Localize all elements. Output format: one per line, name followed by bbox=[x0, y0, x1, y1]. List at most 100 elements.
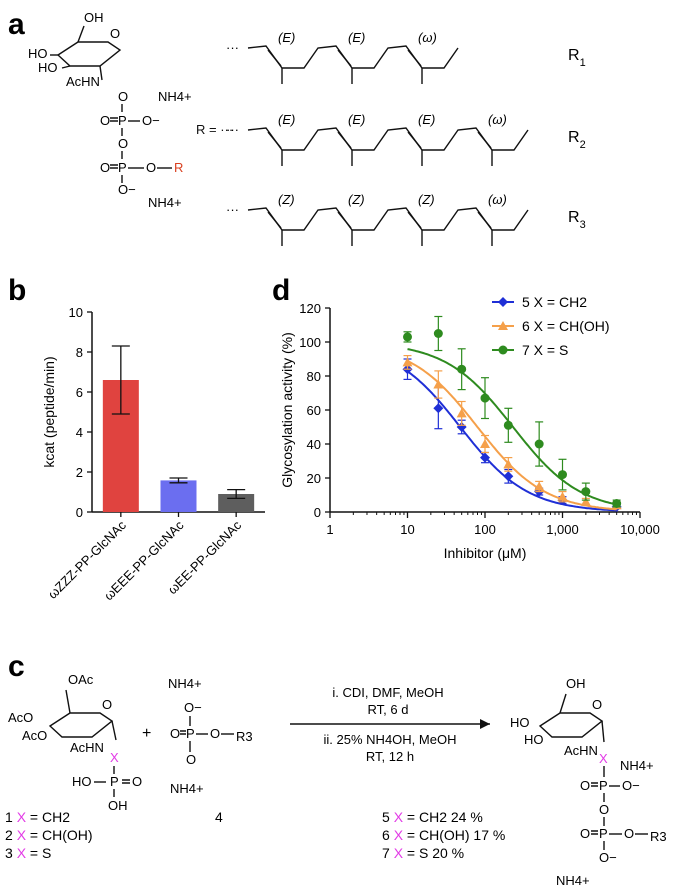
reactant2-o-r: O bbox=[210, 726, 220, 741]
double-bond bbox=[337, 49, 352, 67]
stereo-label: (Z) bbox=[348, 192, 365, 207]
data-point bbox=[457, 364, 467, 374]
product-achn: AcHN bbox=[564, 743, 598, 758]
reactant2-o-eq: O bbox=[170, 726, 180, 741]
double-bond bbox=[337, 131, 352, 149]
y-tick-label: 120 bbox=[299, 301, 321, 316]
panel-a-letter: a bbox=[8, 8, 25, 41]
series-6 bbox=[402, 355, 622, 511]
panel-a: a OH HO HO O AcHN O O P O− O O bbox=[8, 8, 586, 246]
product-6: 6 X = CH(OH) 17 % bbox=[382, 827, 505, 843]
donor-ring-o: O bbox=[110, 26, 120, 41]
product-nh4-top: NH4+ bbox=[620, 758, 654, 773]
series-7 bbox=[403, 315, 622, 508]
data-point bbox=[480, 439, 490, 448]
reagent-line-1: i. CDI, DMF, MeOH bbox=[332, 685, 443, 700]
data-point bbox=[503, 459, 514, 469]
chain-prefix: ··· bbox=[226, 202, 239, 217]
y-tick-label: 40 bbox=[307, 437, 321, 452]
donor-r-label: R bbox=[174, 160, 183, 175]
donor-sugar-ring: OH HO HO O AcHN bbox=[28, 10, 122, 89]
reactant2-o-bottom: O bbox=[186, 752, 196, 767]
polyprenyl-chains: ··· (E) (E) (ω) R1 ··· (E) (E) (E) (ω) R2 ··· (Z) (Z)… bbox=[196, 30, 586, 246]
p1-eq-o: O bbox=[100, 113, 110, 128]
stereo-label: (Z) bbox=[418, 192, 435, 207]
stereo-label: (Z) bbox=[278, 192, 295, 207]
product-x: X bbox=[599, 751, 608, 766]
reactant-1: OAc O AcO AcO AcHN X P HO O OH bbox=[8, 672, 142, 813]
chain-backbone bbox=[247, 207, 529, 231]
reactant1-ho: HO bbox=[72, 774, 92, 789]
y-tick-label: 80 bbox=[307, 369, 321, 384]
stereo-label: (E) bbox=[418, 112, 435, 127]
donor-nh4-bottom: NH4+ bbox=[148, 195, 182, 210]
y-tick-label: 6 bbox=[76, 385, 83, 400]
x-tick-label: 1 bbox=[326, 522, 333, 537]
chain-name-label: R3 bbox=[568, 209, 586, 231]
donor-nh4-top: NH4+ bbox=[158, 89, 192, 104]
panel-d-letter: d bbox=[272, 274, 290, 307]
stereo-label: (ω) bbox=[488, 192, 507, 207]
reaction-arrow: i. CDI, DMF, MeOH RT, 6 d ii. 25% NH4OH,… bbox=[290, 685, 490, 764]
reactant-2: NH4+ O− O P O R3 O NH4+ bbox=[168, 676, 253, 796]
data-point bbox=[480, 393, 490, 403]
y-tick-label: 20 bbox=[307, 471, 321, 486]
donor-diphosphate: O O P O− O O P O R O− NH4+ NH4+ bbox=[100, 89, 192, 210]
double-bond bbox=[267, 211, 282, 229]
reactant1-p: P bbox=[110, 774, 119, 789]
product-o-bridge: O bbox=[599, 802, 609, 817]
p1-label: P bbox=[118, 113, 127, 128]
compound-4-label: 4 bbox=[215, 809, 223, 825]
y-tick-label: 4 bbox=[76, 425, 83, 440]
double-bond bbox=[407, 131, 422, 149]
chain-prefix: ··· bbox=[226, 40, 239, 55]
legend-marker bbox=[498, 297, 508, 307]
product-o-eq1: O bbox=[580, 778, 590, 793]
product: OH O HO HO AcHN X NH4+ O P O− O O P O R3 bbox=[510, 676, 667, 888]
double-bond bbox=[477, 211, 492, 229]
legend-entry: 5 X = CH2 bbox=[522, 294, 587, 310]
bar-chart: 0246810ωZZZ-PP-GlcNAcωEEE-PP-GlcNAcωEE-P… bbox=[41, 305, 265, 603]
data-point bbox=[534, 481, 545, 491]
product-oh: OH bbox=[566, 676, 586, 691]
chain-name-label: R2 bbox=[568, 129, 586, 151]
reactant2-nh4-bottom: NH4+ bbox=[170, 781, 204, 796]
double-bond bbox=[267, 49, 282, 67]
stereo-label: (E) bbox=[278, 112, 295, 127]
donor-achn-label: AcHN bbox=[66, 74, 100, 89]
panel-c-letter: c bbox=[8, 650, 25, 683]
reactant1-achn: AcHN bbox=[70, 740, 104, 755]
compound-3: 3 X = S bbox=[5, 845, 51, 861]
double-bond bbox=[477, 131, 492, 149]
y-tick-label: 2 bbox=[76, 465, 83, 480]
donor-oh-label: OH bbox=[84, 10, 104, 25]
data-point bbox=[503, 471, 514, 482]
reactant2-o-minus: O− bbox=[184, 700, 202, 715]
stereo-label: (ω) bbox=[488, 112, 507, 127]
product-7: 7 X = S 20 % bbox=[382, 845, 464, 861]
product-5: 5 X = CH2 24 % bbox=[382, 809, 483, 825]
data-point bbox=[503, 420, 513, 430]
reactant2-nh4-top: NH4+ bbox=[168, 676, 202, 691]
chain-backbone bbox=[247, 127, 529, 151]
data-point bbox=[433, 329, 443, 338]
legend-marker bbox=[498, 345, 508, 355]
chain-r3: ··· (Z) (Z) (Z) (ω) R3 bbox=[226, 192, 586, 246]
compound-2: 2 X = CH(OH) bbox=[5, 827, 93, 843]
reagent-line-3: ii. 25% NH4OH, MeOH bbox=[324, 732, 457, 747]
reactant2-r3: R3 bbox=[236, 729, 253, 744]
reagent-line-4: RT, 12 h bbox=[366, 749, 414, 764]
y-tick-label: 100 bbox=[299, 335, 321, 350]
bridge-o: O bbox=[118, 136, 128, 151]
stereo-label: (ω) bbox=[418, 30, 437, 45]
data-point bbox=[558, 470, 567, 480]
compound-1: 1 X = CH2 bbox=[5, 809, 70, 825]
legend-entry: 6 X = CH(OH) bbox=[522, 318, 610, 334]
reactant1-x: X bbox=[110, 750, 119, 765]
x-tick-label: 100 bbox=[474, 522, 496, 537]
link-o1: O bbox=[118, 89, 128, 104]
double-bond bbox=[267, 131, 282, 149]
p2-eq-o: O bbox=[100, 160, 110, 175]
panel-b: b 0246810ωZZZ-PP-GlcNAcωEEE-PP-GlcNAcωEE… bbox=[8, 274, 265, 603]
